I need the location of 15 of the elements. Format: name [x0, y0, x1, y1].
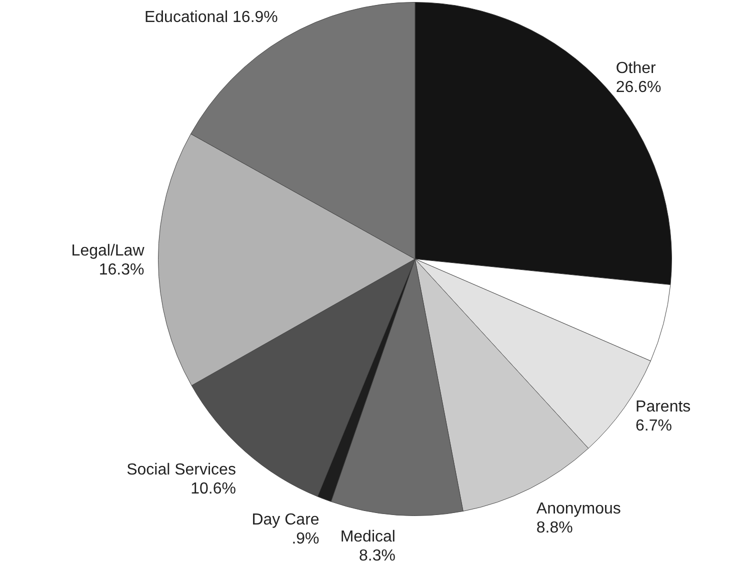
data-label: 6.7% — [636, 417, 672, 434]
data-label: 8.3% — [358, 547, 396, 564]
slice-label: Legal/Law — [71, 242, 145, 260]
slice-label: Anonymous — [536, 500, 621, 518]
slice-label: Educational 16.9% — [144, 8, 278, 26]
slice-label: Parents — [636, 398, 691, 416]
data-label: 8.8% — [536, 519, 573, 536]
data-label: 26.6% — [616, 78, 662, 96]
slice-label: Medical — [340, 528, 396, 546]
slice-label: Other — [616, 60, 657, 77]
data-label: .9% — [292, 530, 320, 548]
data-label: 10.6% — [190, 480, 236, 498]
data-label: 16.3% — [98, 261, 144, 278]
slice-label: Social Services — [126, 462, 236, 478]
slice-label: Day Care — [252, 512, 320, 529]
